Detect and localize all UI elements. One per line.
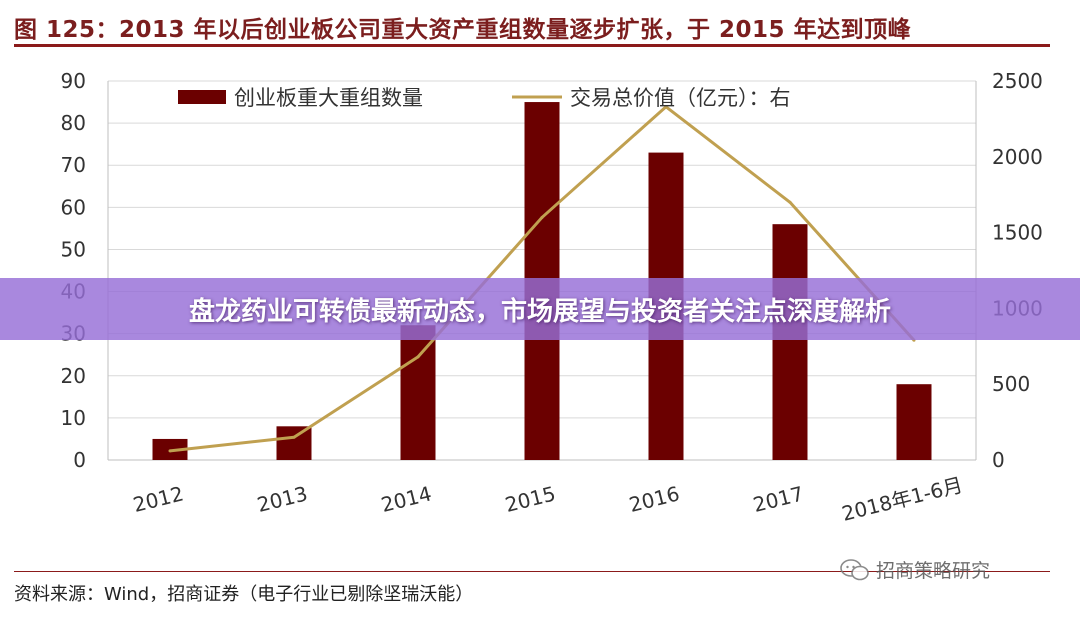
line-point bbox=[788, 200, 792, 204]
x-axis-tick-label: 2018年1-6月 bbox=[839, 473, 965, 526]
watermark: 招商策略研究 bbox=[840, 556, 990, 583]
title-divider bbox=[14, 44, 1050, 47]
right-axis-tick-label: 1500 bbox=[992, 221, 1043, 245]
legend-swatch-bar bbox=[178, 90, 226, 104]
overlay-banner: 盘龙药业可转债最新动态，市场展望与投资者关注点深度解析 bbox=[0, 278, 1080, 340]
line-point bbox=[168, 449, 172, 453]
left-axis-tick-label: 10 bbox=[61, 406, 86, 430]
left-axis-tick-label: 20 bbox=[61, 364, 86, 388]
x-axis-tick-label: 2015 bbox=[503, 481, 558, 517]
bar bbox=[896, 384, 932, 460]
overlay-banner-text: 盘龙药业可转债最新动态，市场展望与投资者关注点深度解析 bbox=[188, 296, 891, 327]
right-axis-tick-label: 500 bbox=[992, 372, 1030, 396]
left-axis-tick-label: 70 bbox=[61, 153, 86, 177]
figure-title: 图 125：2013 年以后创业板公司重大资产重组数量逐步扩张，于 2015 年… bbox=[14, 17, 912, 43]
bar bbox=[276, 426, 312, 460]
source-note: 资料来源：Wind，招商证券（电子行业已剔除坚瑞沃能） bbox=[14, 584, 474, 605]
right-axis-tick-label: 0 bbox=[992, 448, 1005, 472]
left-axis-tick-label: 60 bbox=[61, 195, 86, 219]
left-axis-tick-label: 80 bbox=[61, 111, 86, 135]
right-axis-tick-label: 2500 bbox=[992, 69, 1043, 93]
x-axis-tick-label: 2012 bbox=[131, 481, 186, 517]
legend-label-line: 交易总价值（亿元）：右 bbox=[570, 86, 791, 110]
line-point bbox=[540, 215, 544, 219]
left-axis-tick-label: 0 bbox=[73, 448, 86, 472]
line-point bbox=[416, 355, 420, 359]
legend-label-bar: 创业板重大重组数量 bbox=[234, 86, 423, 110]
line-point bbox=[664, 105, 668, 109]
right-axis-tick-label: 2000 bbox=[992, 145, 1043, 169]
bar bbox=[400, 325, 436, 460]
x-axis-tick-label: 2014 bbox=[379, 481, 434, 517]
x-axis-tick-label: 2017 bbox=[751, 481, 806, 517]
x-axis-tick-label: 2016 bbox=[627, 481, 682, 517]
bar bbox=[772, 224, 808, 460]
footer-divider bbox=[14, 571, 1050, 572]
wechat-icon bbox=[840, 558, 869, 580]
x-axis-tick-label: 2013 bbox=[255, 481, 310, 517]
left-axis-tick-label: 50 bbox=[61, 237, 86, 261]
line-point bbox=[292, 435, 296, 439]
left-axis-tick-label: 90 bbox=[61, 69, 86, 93]
watermark-text: 招商策略研究 bbox=[876, 560, 991, 582]
